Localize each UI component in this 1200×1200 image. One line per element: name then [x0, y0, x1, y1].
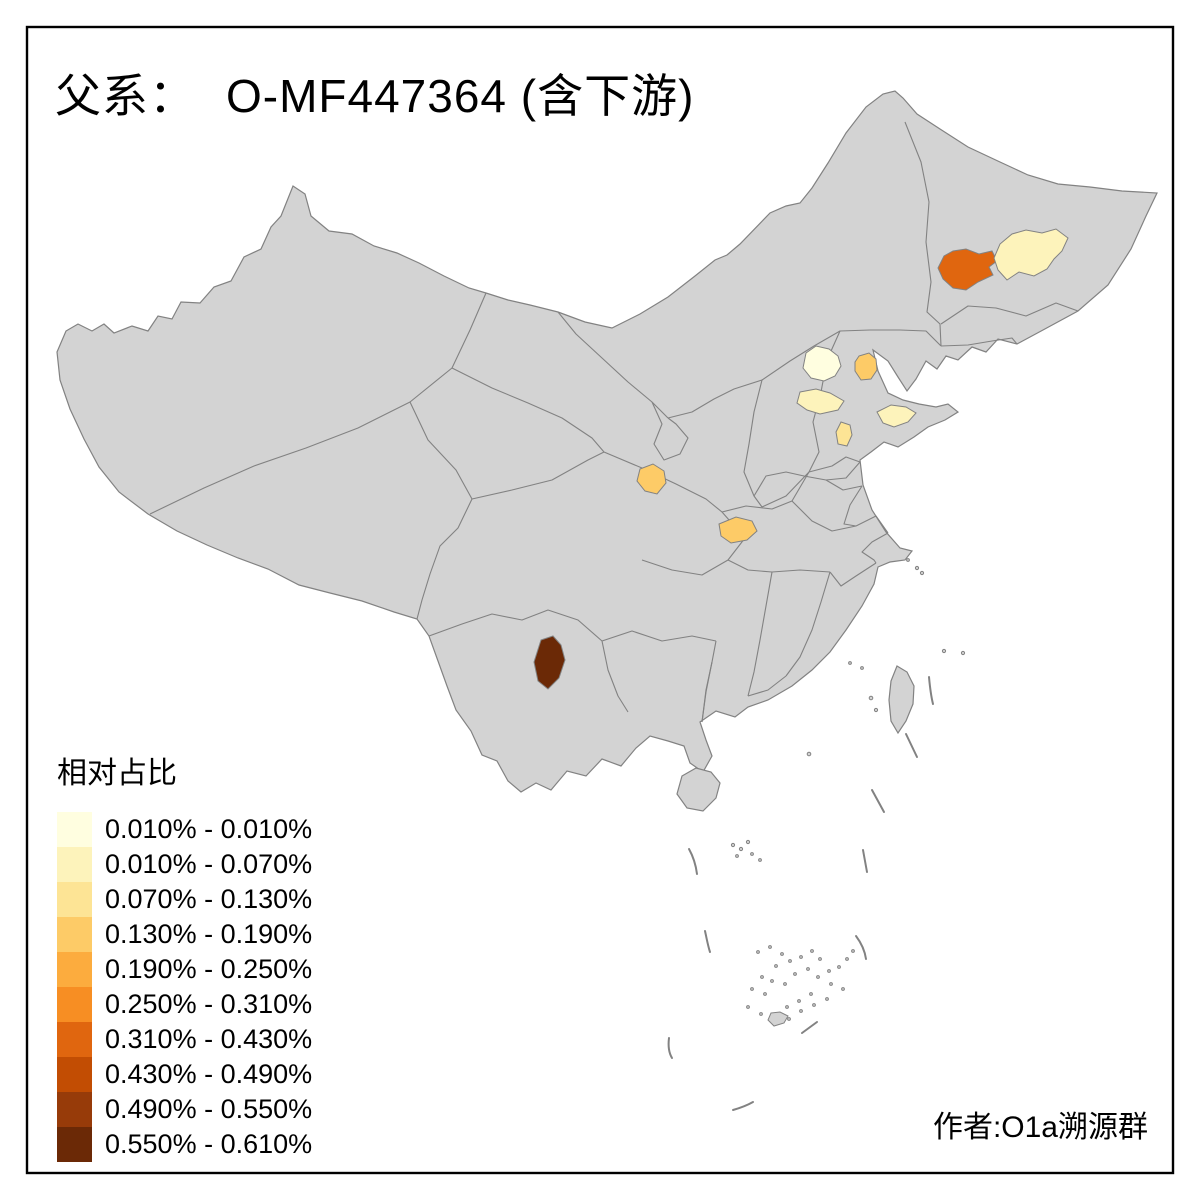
legend-color-swatch: [57, 1092, 92, 1127]
legend-item: 0.010% - 0.010%: [57, 812, 312, 847]
legend-item: 0.070% - 0.130%: [57, 882, 312, 917]
map-title: 父系： O-MF447364 (含下游): [55, 60, 694, 126]
legend-range-label: 0.430% - 0.490%: [105, 1059, 313, 1089]
legend-range-label: 0.310% - 0.430%: [105, 1024, 313, 1054]
region-yunnan-central: [533, 635, 566, 690]
legend: 相对占比 0.010% - 0.010% 0.010% - 0.070% 0.0…: [57, 748, 312, 1162]
legend-color-swatch: [57, 847, 92, 882]
region-hebei-central: [796, 388, 845, 415]
legend-range-label: 0.550% - 0.610%: [105, 1129, 313, 1159]
legend-color-swatch: [57, 812, 92, 847]
taiwan-island: [888, 665, 915, 735]
legend-range-label: 0.250% - 0.310%: [105, 989, 313, 1019]
legend-range-label: 0.010% - 0.070%: [105, 849, 313, 879]
legend-item: 0.550% - 0.610%: [57, 1127, 312, 1162]
legend-title: 相对占比: [57, 757, 177, 790]
region-shandong-peninsula: [876, 404, 917, 428]
legend-range-label: 0.010% - 0.010%: [105, 814, 313, 844]
legend-color-swatch: [57, 1127, 92, 1162]
highlighted-regions: [533, 228, 1069, 690]
region-heilongjiang-west: [937, 248, 998, 291]
legend-range-label: 0.070% - 0.130%: [105, 884, 313, 914]
legend-color-swatch: [57, 1022, 92, 1057]
title-prefix: 父系：: [55, 70, 196, 122]
region-gansu-east: [636, 463, 667, 495]
legend-range-label: 0.190% - 0.250%: [105, 954, 313, 984]
legend-color-swatch: [57, 987, 92, 1022]
legend-item: 0.130% - 0.190%: [57, 917, 312, 952]
legend-color-swatch: [57, 952, 92, 987]
small-islands: [730, 558, 966, 1021]
legend-item: 0.310% - 0.430%: [57, 1022, 312, 1057]
legend-item: 0.010% - 0.070%: [57, 847, 312, 882]
region-tianjin: [854, 352, 878, 381]
legend-range-label: 0.490% - 0.550%: [105, 1094, 313, 1124]
legend-item: 0.250% - 0.310%: [57, 987, 312, 1022]
region-hebei-south: [835, 421, 853, 447]
province-borders: [149, 121, 1079, 723]
title-haplogroup: O-MF447364 (含下游): [226, 70, 695, 122]
region-beijing: [802, 345, 842, 382]
legend-item: 0.190% - 0.250%: [57, 952, 312, 987]
region-shaanxi-south: [718, 516, 758, 544]
south-sea-islet: [767, 1011, 789, 1027]
legend-item: 0.490% - 0.550%: [57, 1092, 312, 1127]
credit-text: 作者:O1a溯源群: [932, 1111, 1148, 1144]
legend-color-swatch: [57, 882, 92, 917]
legend-color-swatch: [57, 1057, 92, 1092]
legend-items: 0.010% - 0.010% 0.010% - 0.070% 0.070% -…: [57, 812, 312, 1162]
legend-range-label: 0.130% - 0.190%: [105, 919, 313, 949]
hainan-island: [676, 767, 721, 812]
legend-color-swatch: [57, 917, 92, 952]
nine-dash-line: [667, 676, 934, 1111]
region-heilongjiang-central: [993, 228, 1069, 281]
mainland-landmass: [56, 90, 1158, 793]
legend-item: 0.430% - 0.490%: [57, 1057, 312, 1092]
